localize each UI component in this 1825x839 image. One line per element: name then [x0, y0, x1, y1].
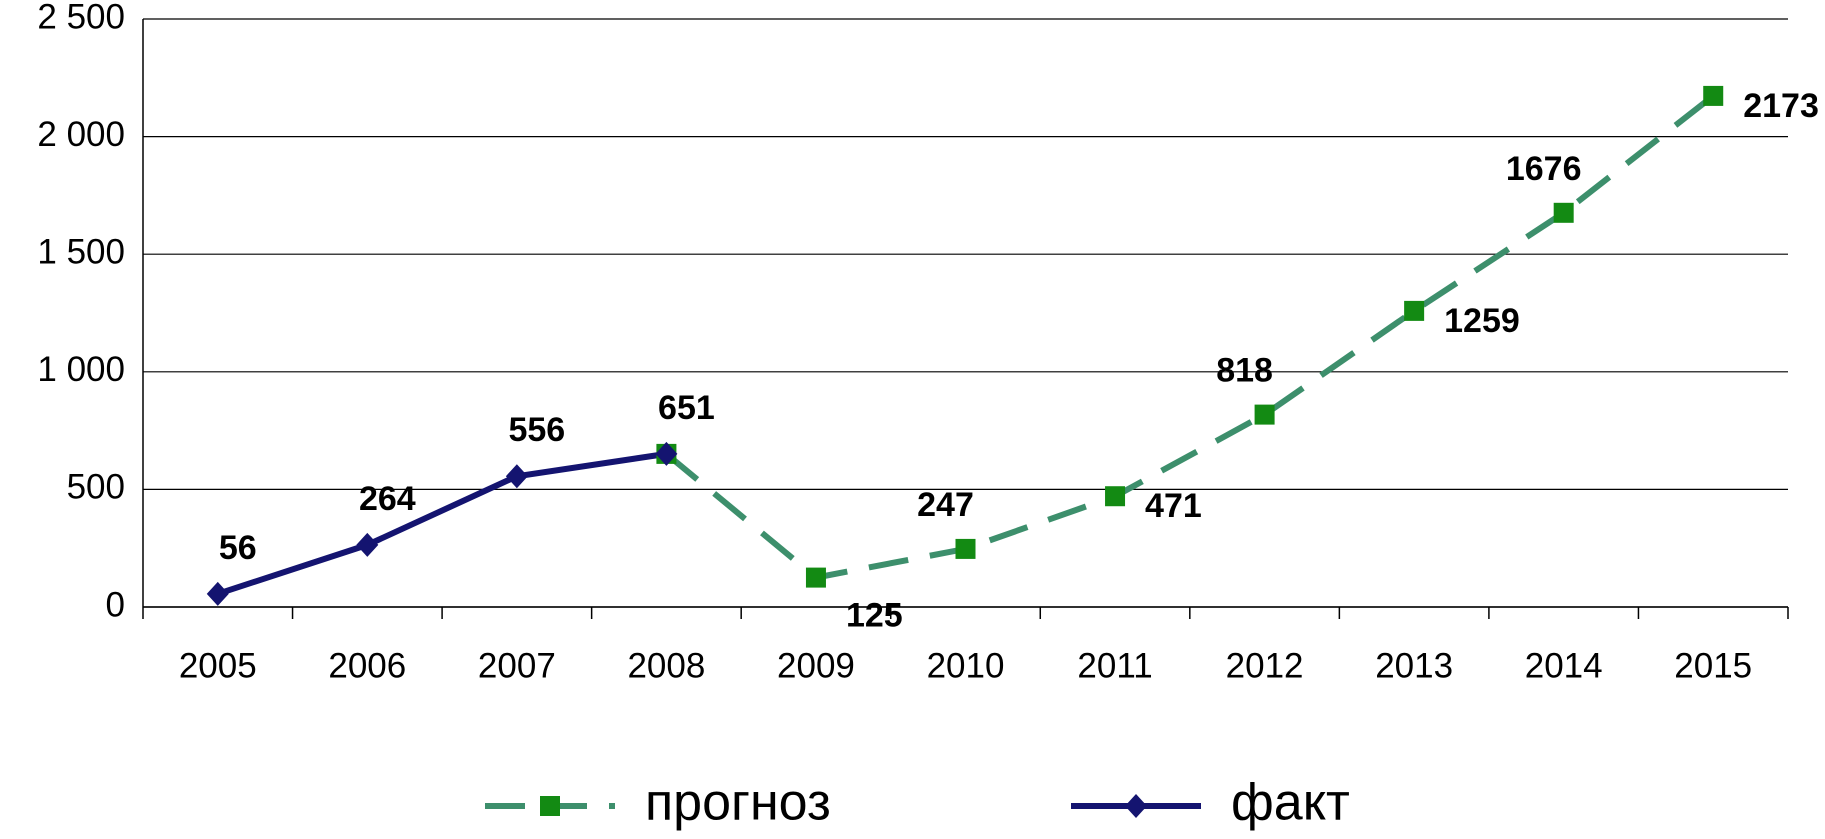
y-tick-label: 2 000 [37, 115, 125, 154]
data-label: 125 [846, 597, 903, 635]
data-label: 471 [1145, 487, 1202, 525]
y-tick-label: 1 500 [37, 232, 125, 271]
legend-marker [540, 796, 560, 816]
y-tick-label: 500 [67, 468, 125, 507]
data-label: 818 [1216, 352, 1273, 390]
data-point [1404, 300, 1425, 321]
y-tick-label: 0 [106, 585, 125, 624]
data-point [655, 441, 678, 466]
legend-label: прогноз [645, 774, 831, 832]
data-label: 2173 [1743, 87, 1819, 125]
x-tick-label: 2013 [1375, 646, 1453, 685]
data-label: 556 [508, 411, 565, 449]
legend-label: факт [1231, 774, 1350, 832]
data-label: 247 [917, 486, 974, 524]
x-tick-label: 2011 [1077, 646, 1152, 685]
x-tick-label: 2015 [1674, 646, 1752, 685]
data-point [1553, 202, 1574, 223]
series-line [664, 93, 1716, 581]
x-tick-label: 2007 [478, 646, 556, 685]
x-tick-label: 2009 [777, 646, 855, 685]
x-tick-label: 2008 [627, 646, 705, 685]
data-point [505, 464, 528, 489]
data-point [1703, 85, 1724, 106]
data-point [805, 567, 826, 588]
data-point [356, 532, 379, 557]
x-tick-label: 2006 [328, 646, 406, 685]
x-tick-label: 2014 [1525, 646, 1603, 685]
data-label: 264 [359, 480, 416, 518]
data-point [955, 538, 976, 559]
data-point [206, 581, 229, 606]
data-label: 56 [219, 529, 257, 567]
data-label: 1259 [1444, 302, 1520, 340]
x-tick-label: 2005 [179, 646, 257, 685]
data-point [1105, 486, 1126, 507]
data-label: 1676 [1506, 150, 1582, 188]
x-tick-label: 2010 [927, 646, 1005, 685]
data-label: 651 [658, 389, 715, 427]
series-line [216, 450, 667, 597]
y-tick-label: 2 500 [37, 0, 125, 36]
data-point [1254, 404, 1275, 425]
y-tick-label: 1 000 [37, 350, 125, 389]
legend-marker [1125, 794, 1147, 818]
x-tick-label: 2012 [1226, 646, 1304, 685]
